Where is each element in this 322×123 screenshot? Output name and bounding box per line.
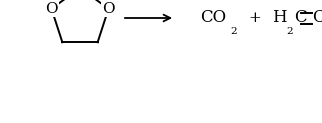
Text: H: H <box>272 9 287 26</box>
Text: +: + <box>249 11 261 25</box>
Text: O: O <box>45 2 58 16</box>
Text: C: C <box>294 9 307 26</box>
Text: CH: CH <box>312 9 322 26</box>
Text: O: O <box>102 2 115 16</box>
Text: 2: 2 <box>230 26 237 36</box>
Text: 2: 2 <box>287 26 293 36</box>
Text: CO: CO <box>200 9 226 26</box>
